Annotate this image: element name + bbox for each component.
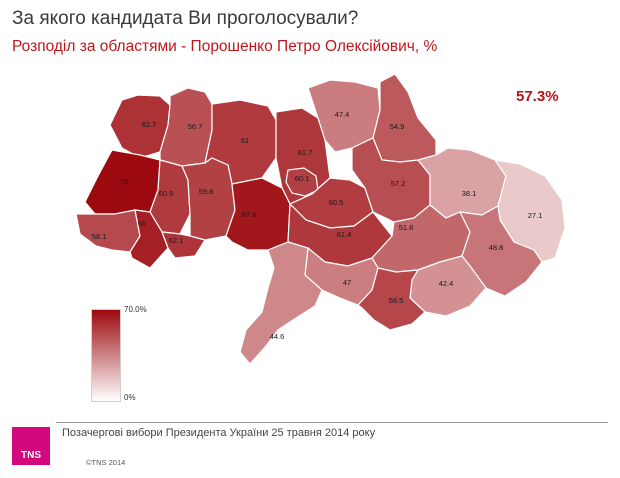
- region-label-ternopil: 60.9: [159, 189, 174, 198]
- labels-layer: 62.7 56.7 61 61.7 47.4 54.9 70 60.9 59.8 67.6 60.1…: [92, 110, 543, 341]
- region-label-luhansk: 27.1: [528, 211, 543, 220]
- region-label-chernivtsi: 62.1: [169, 236, 184, 245]
- legend-gradient: [91, 309, 121, 402]
- overall-result: 57.3%: [516, 88, 559, 105]
- region-label-zaporizhzhia: 42.4: [439, 279, 454, 288]
- region-label-cherkasy: 60.5: [329, 198, 344, 207]
- region-label-zhytomyr: 61: [241, 136, 249, 145]
- region-vinnytsia: [225, 177, 291, 251]
- footer-note: Позачергові вибори Президента України 25…: [62, 427, 376, 439]
- copyright: ©TNS 2014: [86, 458, 126, 467]
- region-kherson: [357, 267, 426, 331]
- region-label-kyiv: 61.7: [298, 148, 313, 157]
- region-label-zakarpattia: 58.1: [92, 232, 107, 241]
- region-label-kherson: 58.5: [389, 296, 404, 305]
- region-label-odesa: 44.6: [270, 332, 285, 341]
- region-label-kirovohrad: 61.4: [337, 230, 352, 239]
- regions-layer: [75, 73, 566, 379]
- footer-divider: [56, 422, 608, 423]
- region-label-ivano-frankivsk: 66: [138, 219, 146, 228]
- region-label-rivne: 56.7: [188, 122, 203, 131]
- tns-logo: TNS: [12, 427, 50, 465]
- region-label-lviv: 70: [120, 177, 128, 186]
- region-zakarpattia: [75, 209, 141, 253]
- region-label-sumy: 54.9: [390, 122, 405, 131]
- page-title: За якого кандидата Ви проголосували?: [12, 8, 359, 29]
- region-rivne: [159, 87, 213, 167]
- region-label-vinnytsia: 67.6: [242, 210, 257, 219]
- region-label-poltava: 57.2: [391, 179, 406, 188]
- region-crimea: [359, 329, 446, 379]
- region-label-kharkiv: 38.1: [462, 189, 477, 198]
- region-label-mykolaiv: 47: [343, 278, 351, 287]
- region-chernivtsi: [161, 231, 206, 259]
- logo-text: TNS: [21, 450, 41, 461]
- region-ivano-frankivsk: [129, 209, 169, 269]
- region-label-kyiv-city: 60.1: [295, 174, 310, 183]
- region-label-dnipropetrovsk: 51.8: [399, 223, 414, 232]
- region-sumy: [372, 73, 437, 163]
- region-khmelnytskyi: [181, 157, 236, 241]
- legend-min-label: 0%: [124, 393, 136, 402]
- page-subtitle: Розподіл за областями - Порошенко Петро …: [12, 38, 438, 55]
- region-kyiv-city: [285, 167, 319, 197]
- region-label-donetsk: 48.8: [489, 243, 504, 252]
- region-label-khmelnytskyi: 59.8: [199, 187, 214, 196]
- region-label-volyn: 62.7: [142, 120, 157, 129]
- region-label-chernihiv: 47.4: [335, 110, 350, 119]
- region-odesa: [239, 241, 323, 365]
- legend-max-label: 70.0%: [124, 305, 147, 314]
